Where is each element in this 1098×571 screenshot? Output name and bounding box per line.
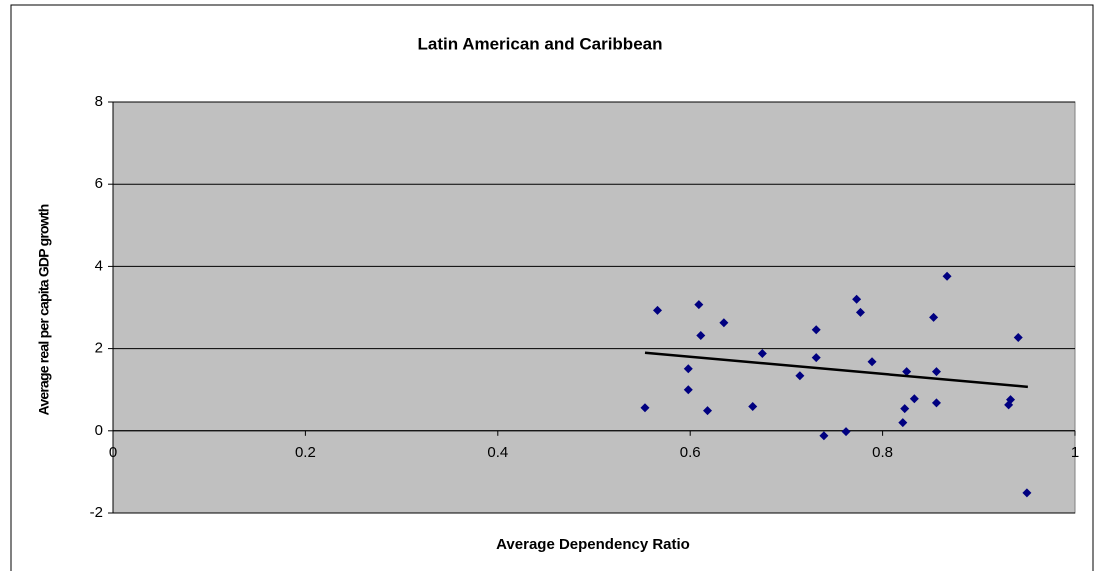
data-point: [852, 294, 862, 304]
x-tick-label: 0.6: [680, 444, 701, 461]
x-tick-label: 0: [109, 444, 117, 461]
data-point: [652, 305, 662, 315]
plot-area: [112, 101, 1076, 514]
y-tick-label: 4: [95, 257, 103, 274]
x-tick-label: 0.8: [872, 444, 893, 461]
trend-line: [644, 351, 1028, 389]
data-point: [795, 371, 805, 381]
y-tick-label: 0: [95, 422, 103, 439]
data-point: [898, 418, 908, 428]
data-point: [1006, 395, 1016, 405]
data-point: [942, 271, 952, 281]
data-point: [902, 367, 912, 377]
data-point: [719, 318, 729, 328]
data-point: [855, 307, 865, 317]
data-point: [929, 312, 939, 322]
data-point: [931, 367, 941, 377]
data-point: [1013, 333, 1023, 343]
x-axis-label: Average Dependency Ratio: [496, 536, 690, 553]
data-point: [703, 406, 713, 416]
data-point: [811, 353, 821, 363]
data-point: [867, 357, 877, 367]
data-point: [931, 398, 941, 408]
x-tick-label: 1: [1071, 444, 1079, 461]
data-point: [683, 385, 693, 395]
data-point: [811, 325, 821, 335]
data-point: [748, 402, 758, 412]
data-point: [696, 330, 706, 340]
data-point: [757, 349, 767, 359]
data-point: [841, 427, 851, 437]
data-point: [1022, 488, 1032, 498]
y-tick-label: 8: [95, 93, 103, 110]
y-tick-label: 2: [95, 340, 103, 357]
x-tick-label: 0.2: [295, 444, 316, 461]
y-axis-label: Average real per capita GDP growth: [36, 204, 52, 415]
data-point: [694, 300, 704, 310]
data-point: [900, 404, 910, 414]
data-point: [819, 431, 829, 441]
y-tick-label: 6: [95, 175, 103, 192]
x-tick-label: 0.4: [487, 444, 508, 461]
chart-title: Latin American and Caribbean: [418, 34, 663, 53]
data-point: [909, 394, 919, 404]
data-point: [683, 364, 693, 374]
data-point: [640, 403, 650, 413]
y-tick-label: -2: [90, 504, 103, 521]
